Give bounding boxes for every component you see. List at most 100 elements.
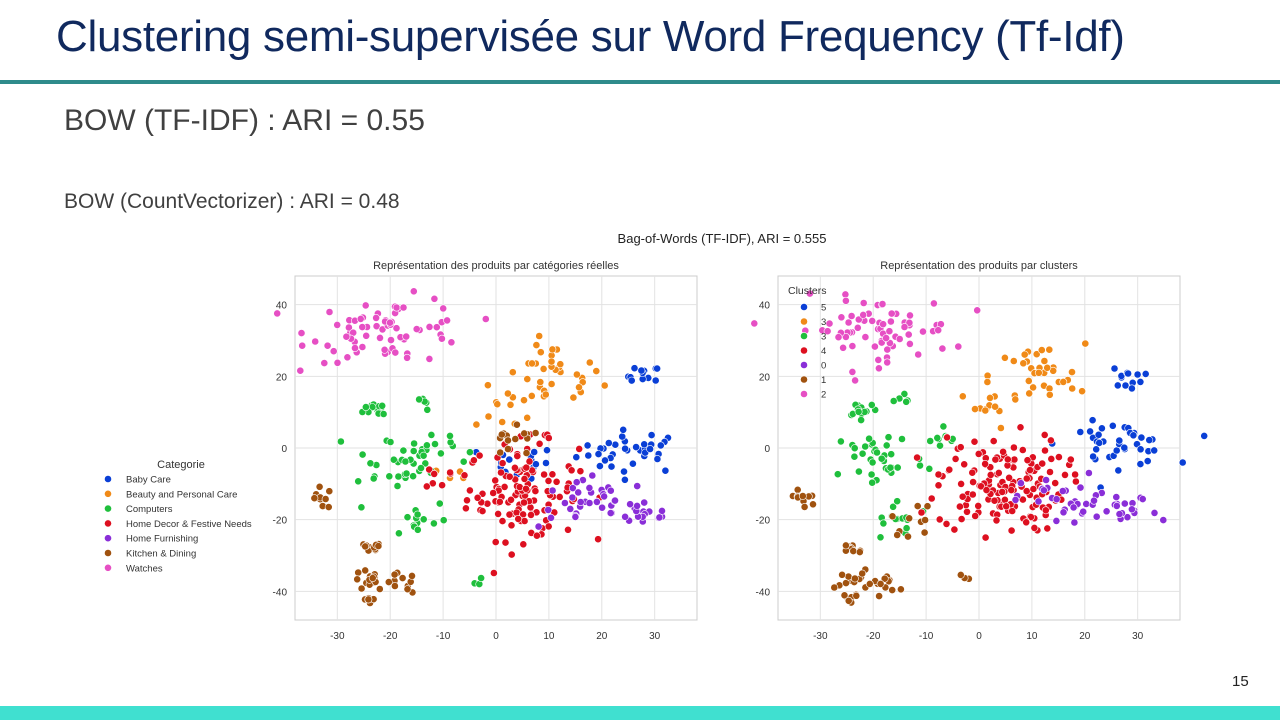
x-tick-label: -30	[813, 631, 828, 642]
scatter-point	[982, 486, 991, 494]
scatter-point	[384, 578, 393, 586]
scatter-point	[893, 463, 902, 472]
scatter-point	[1086, 427, 1094, 436]
scatter-point	[1029, 485, 1038, 493]
scatter-point	[296, 366, 305, 375]
scatter-point	[541, 390, 550, 399]
legend-label: 1	[821, 375, 826, 386]
scatter-point	[374, 542, 383, 550]
scatter-point	[1022, 518, 1031, 527]
scatter-point	[477, 574, 485, 582]
scatter-point	[927, 494, 936, 503]
legend-marker	[800, 332, 808, 340]
scatter-point	[868, 458, 877, 467]
scatter-point	[1072, 477, 1080, 486]
scatter-point	[522, 484, 530, 493]
scatter-point	[430, 469, 439, 478]
scatter-point	[893, 531, 902, 539]
scatter-point	[1112, 501, 1121, 510]
scatter-point	[906, 339, 914, 348]
scatter-point	[523, 375, 532, 383]
scatter-point	[372, 313, 380, 322]
scatter-point	[633, 482, 642, 490]
scatter-point	[855, 548, 864, 556]
scatter-point	[647, 431, 656, 439]
scatter-point	[1041, 506, 1050, 515]
scatter-point	[447, 338, 456, 347]
scatter-point	[1047, 436, 1055, 445]
scatter-point	[572, 453, 581, 462]
scatter-point	[1046, 468, 1054, 476]
scatter-point	[986, 470, 995, 479]
scatter-point	[945, 465, 954, 474]
legend-label: Beauty and Personal Care	[126, 489, 237, 500]
scatter-point	[998, 487, 1007, 496]
scatter-point	[569, 393, 578, 402]
legend-label: 3	[821, 332, 826, 343]
scatter-point	[874, 355, 883, 364]
scatter-point	[1001, 353, 1009, 362]
scatter-point	[895, 335, 904, 343]
ari-countvectorizer-text: BOW (CountVectorizer) : ARI = 0.48	[64, 190, 400, 213]
scatter-point	[392, 303, 401, 312]
scatter-point	[880, 574, 889, 583]
scatter-point	[1112, 446, 1121, 455]
y-tick-label: -20	[273, 516, 288, 527]
scatter-point	[1011, 495, 1020, 504]
scatter-point	[1082, 499, 1091, 508]
scatter-point	[916, 461, 924, 470]
scatter-point	[505, 510, 514, 519]
scatter-point	[844, 596, 853, 605]
legend-label: 2	[821, 390, 826, 401]
scatter-point	[994, 468, 1003, 477]
scatter-point	[661, 466, 670, 475]
scatter-point	[425, 354, 434, 363]
scatter-point	[507, 550, 516, 559]
scatter-point	[403, 353, 411, 362]
scatter-point	[1025, 389, 1034, 398]
scatter-point	[1041, 446, 1049, 455]
scatter-point	[520, 429, 529, 438]
scatter-point	[547, 513, 555, 522]
scatter-point	[425, 322, 434, 331]
scatter-point	[325, 308, 334, 316]
scatter-point	[882, 441, 891, 450]
scatter-point	[986, 393, 994, 402]
scatter-point	[465, 486, 474, 495]
scatter-point	[1051, 479, 1060, 487]
scatter-point	[358, 323, 367, 331]
scatter-point	[900, 389, 909, 398]
scatter-point	[364, 595, 373, 604]
scatter-point	[498, 517, 507, 525]
scatter-point	[493, 400, 502, 409]
scatter-point	[604, 439, 613, 447]
legend-marker	[104, 534, 112, 543]
scatter-point	[1145, 436, 1154, 444]
scatter-point	[1136, 460, 1145, 468]
scatter-point	[999, 447, 1007, 456]
scatter-point	[619, 425, 628, 434]
scatter-point	[413, 510, 422, 519]
scatter-point	[958, 492, 967, 501]
scatter-point	[887, 309, 896, 318]
scatter-point	[540, 470, 548, 479]
scatter-point	[798, 492, 807, 500]
scatter-point	[298, 341, 307, 350]
scatter-point	[375, 585, 384, 593]
scatter-point	[506, 400, 515, 409]
scatter-point	[1042, 476, 1050, 484]
scatter-point	[423, 405, 432, 414]
scatter-point	[633, 501, 641, 510]
scatter-point	[585, 483, 594, 492]
scatter-point	[598, 503, 606, 512]
scatter-point	[889, 502, 897, 511]
scatter-point	[981, 459, 989, 468]
scatter-point	[914, 350, 923, 359]
scatter-point	[547, 380, 556, 388]
scatter-point	[484, 412, 493, 421]
legend-marker	[800, 346, 808, 355]
scatter-point	[520, 498, 528, 507]
scatter-point	[1017, 479, 1025, 488]
scatter-point	[520, 396, 528, 405]
legend-label: 0	[821, 361, 826, 372]
